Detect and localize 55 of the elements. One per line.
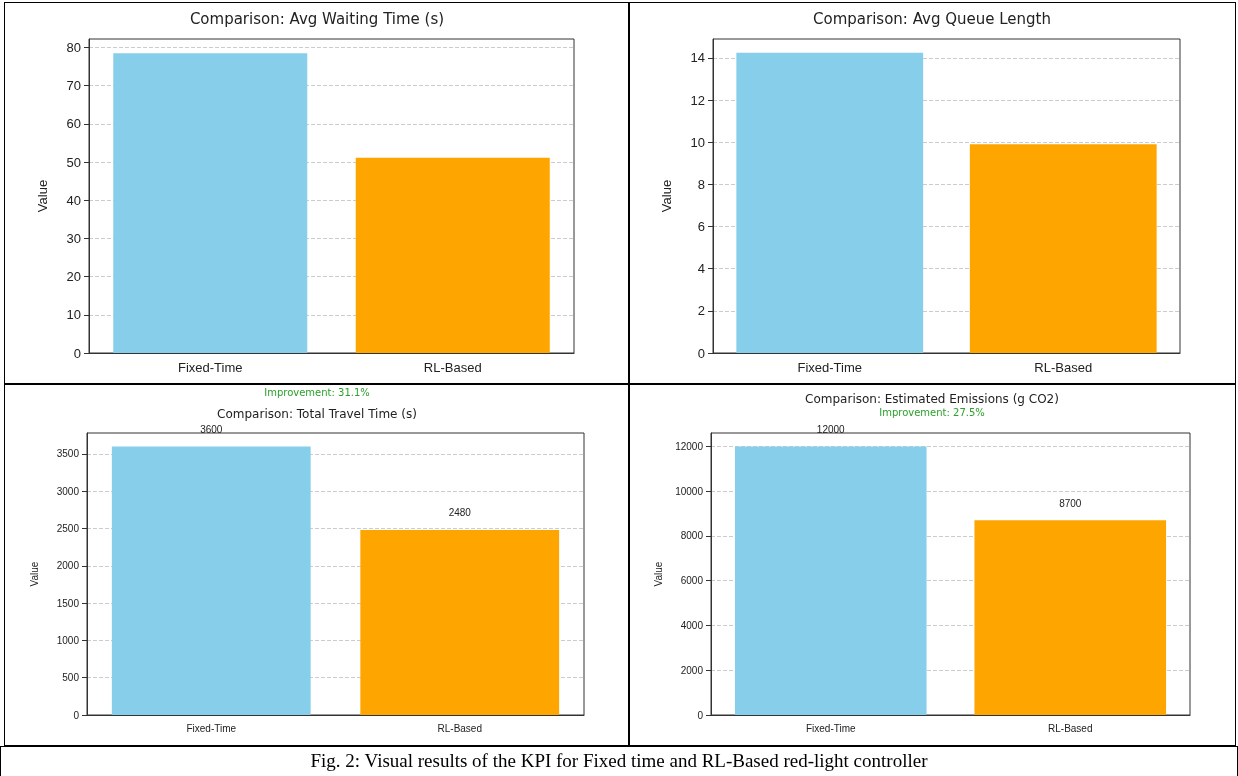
y-tick-label: 4: [697, 261, 705, 277]
y-tick-label: 500: [62, 672, 80, 684]
x-tick-label: Fixed-Time: [186, 722, 237, 734]
y-tick-label: 50: [66, 154, 81, 170]
y-tick-label: 6: [697, 219, 705, 235]
data-label: 3600: [200, 423, 223, 435]
y-tick-label: 0: [73, 345, 81, 361]
x-tick-label: RL-Based: [1034, 360, 1093, 375]
y-tick-label: 4000: [680, 619, 704, 631]
chart-title: Comparison: Avg Waiting Time (s): [189, 9, 445, 28]
chart-title: Comparison: Estimated Emissions (g CO2): [805, 392, 1059, 406]
y-tick-label: 3000: [56, 485, 80, 497]
x-tick-label: Fixed-Time: [177, 360, 243, 375]
data-label: 8700: [1059, 497, 1082, 509]
y-tick-label: 10000: [675, 485, 704, 497]
y-tick-label: 12: [690, 92, 705, 108]
y-tick-label: 2: [697, 303, 705, 319]
y-tick-label: 20: [66, 269, 81, 285]
y-tick-label: 6000: [680, 575, 704, 587]
y-axis-title: Value: [652, 561, 664, 587]
y-tick-label: 8: [697, 176, 705, 192]
y-tick-label: 10: [690, 134, 705, 150]
x-tick-label: RL-Based: [437, 722, 482, 734]
x-tick-label: Fixed-Time: [797, 360, 863, 375]
y-tick-label: 30: [66, 230, 81, 246]
y-tick-label: 0: [697, 345, 705, 361]
y-tick-label: 60: [66, 116, 81, 132]
y-tick-label: 12000: [675, 440, 704, 452]
y-tick-label: 10: [66, 307, 81, 323]
y-tick-label: 70: [66, 78, 81, 94]
y-tick-label: 2000: [680, 664, 704, 676]
y-tick-label: 80: [66, 39, 81, 55]
y-tick-label: 1500: [56, 597, 80, 609]
chart-title: Comparison: Total Travel Time (s): [217, 407, 417, 421]
y-axis-title: Value: [659, 179, 674, 213]
text: Improvement: 27.5%: [879, 406, 985, 418]
caption: Fig. 2: Visual results of the KPI for Fixed time and RL-Based red-light controller: [0, 746, 1238, 776]
x-tick-label: RL-Based: [423, 360, 482, 375]
data-label: 12000: [816, 423, 846, 435]
y-tick-label: 0: [697, 709, 704, 721]
y-axis-title: Value: [35, 179, 50, 213]
data-label: 2480: [448, 507, 472, 519]
chart-title: Comparison: Avg Queue Length: [813, 9, 1051, 28]
text: Improvement: 31.1%: [264, 386, 370, 398]
y-tick-label: 2000: [56, 560, 80, 572]
x-tick-label: Fixed-Time: [805, 722, 856, 734]
y-tick-label: 14: [690, 50, 705, 66]
y-tick-label: 0: [73, 709, 80, 721]
y-tick-label: 1000: [56, 634, 80, 646]
y-tick-label: 8000: [680, 530, 704, 542]
y-tick-label: 40: [66, 192, 81, 208]
y-axis-title: Value: [28, 561, 40, 587]
y-tick-label: 2500: [56, 522, 80, 534]
y-tick-label: 3500: [56, 448, 80, 460]
x-tick-label: RL-Based: [1048, 722, 1093, 734]
